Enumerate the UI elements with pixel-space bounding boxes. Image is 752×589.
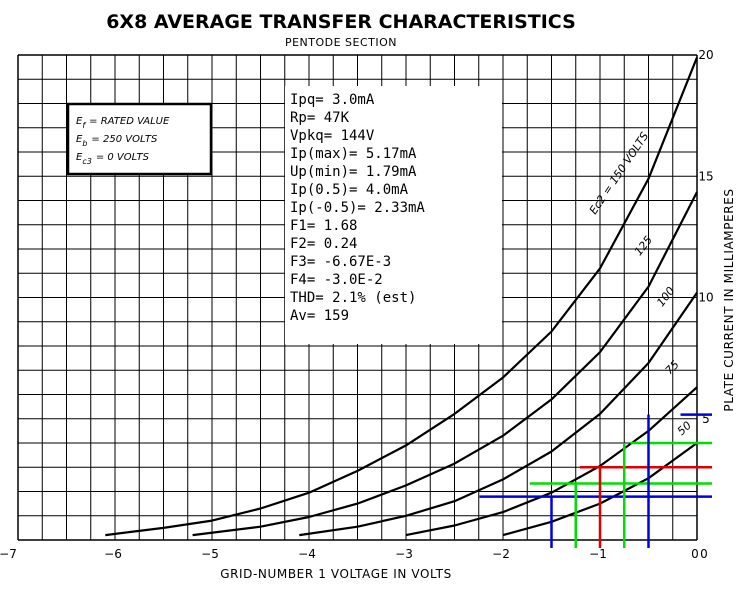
axis-ticks: −7 −6 −5 −4 −3 −2 −1 0 5 10 15 20 0 (0, 48, 714, 561)
result-line: Rp= 47K (290, 110, 350, 126)
x-tick-label: −4 (298, 547, 316, 561)
result-line: F3= -6.67E-3 (290, 254, 391, 270)
condition-ef: Ef = RATED VALUE (76, 116, 170, 130)
result-line: F1= 1.68 (290, 218, 357, 234)
x-tick-label: 0 (691, 547, 699, 561)
results-box: Ipq= 3.0mA Rp= 47K Vpkq= 144V Ip(max)= 5.17… (285, 86, 502, 344)
y-tick-label-zero: 0 (700, 547, 708, 561)
series-line-2 (299, 291, 698, 537)
chart-title: 6X8 AVERAGE TRANSFER CHARACTERISTICS (106, 11, 576, 33)
condition-ec3: Ec3 = 0 VOLTS (76, 152, 150, 166)
result-line: Ipq= 3.0mA (290, 92, 375, 108)
series-label-4: 50 (675, 419, 694, 438)
result-line: F2= 0.24 (290, 236, 357, 252)
result-line: Ip(-0.5)= 2.33mA (290, 200, 425, 216)
y-tick-label: 15 (698, 169, 713, 183)
y-axis-label: PLATE CURRENT IN MILLIAMPERES (722, 188, 736, 411)
result-line: THD= 2.1% (est) (290, 290, 416, 306)
x-tick-label: −1 (589, 547, 607, 561)
x-tick-label: −5 (201, 547, 219, 561)
series-line-1 (192, 191, 698, 537)
result-line: Up(min)= 1.79mA (290, 164, 417, 180)
x-axis-label: GRID-NUMBER 1 VOLTAGE IN VOLTS (220, 567, 452, 581)
x-tick-label: −3 (395, 547, 413, 561)
result-line: Ip(0.5)= 4.0mA (290, 182, 409, 198)
series-label-3: 75 (663, 358, 682, 377)
series-label-0: Ec2 = 150 VOLTS (587, 130, 651, 217)
series-line-0 (105, 56, 699, 537)
series-label-1: 125 (632, 234, 655, 259)
result-line: Av= 159 (290, 308, 349, 324)
operating-point-lines (479, 413, 712, 548)
chart-subtitle: PENTODE SECTION (285, 36, 397, 49)
y-tick-label: 20 (698, 48, 713, 62)
x-tick-label: −6 (104, 547, 122, 561)
y-tick-label: 10 (698, 291, 713, 305)
series-label-2: 100 (654, 284, 677, 309)
result-line: F4= -3.0E-2 (290, 272, 383, 288)
result-line: Ip(max)= 5.17mA (290, 146, 417, 162)
result-line: Vpkq= 144V (290, 128, 375, 144)
conditions-box: Ef = RATED VALUE Eb = 250 VOLTS Ec3 = 0 VOL… (66, 102, 213, 176)
condition-eb: Eb = 250 VOLTS (76, 134, 158, 148)
x-tick-label: −7 (0, 547, 17, 561)
y-tick-label: 5 (702, 412, 710, 426)
x-tick-label: −2 (492, 547, 510, 561)
